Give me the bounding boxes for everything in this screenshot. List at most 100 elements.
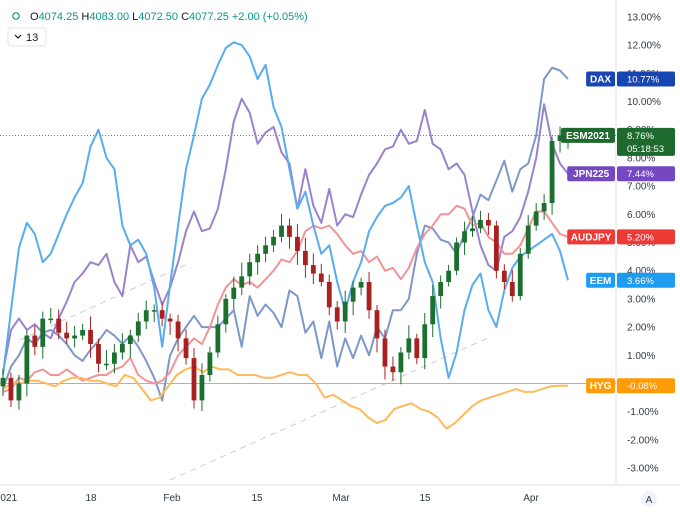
candle-body — [215, 324, 221, 353]
tag-esm2021[interactable]: ESM2021 8.76% 05:18:53 — [560, 127, 675, 156]
candles-group — [0, 126, 571, 412]
candle-body — [231, 287, 237, 299]
tag-name: AUDJPY — [571, 232, 612, 243]
ohlc-c-value: 4077.25 — [189, 11, 229, 23]
candle-body — [159, 310, 165, 319]
x-tick-label: 2021 — [0, 493, 18, 504]
tag-name: EEM — [590, 276, 612, 287]
tag-name: JPN225 — [573, 169, 610, 180]
x-tick-label: Feb — [163, 493, 181, 504]
candle-body — [151, 310, 157, 312]
candle-body — [191, 358, 197, 401]
candle-body — [318, 273, 324, 282]
status-dot-icon — [12, 12, 20, 20]
candle-body — [374, 310, 380, 339]
candle-body — [366, 281, 372, 311]
candle-body — [533, 211, 539, 226]
candle-body — [0, 377, 6, 387]
auto-scale-circle[interactable] — [641, 491, 657, 507]
tag-name-box — [586, 272, 615, 288]
candle-body — [486, 219, 491, 226]
candle-body — [72, 335, 78, 339]
x-tick-label: 15 — [251, 493, 263, 504]
candle-body — [438, 281, 444, 297]
candle-body — [446, 270, 452, 282]
candle-body — [279, 225, 284, 237]
y-tick-label: 8.00% — [627, 153, 655, 164]
tag-jpn225[interactable]: JPN225 7.44% — [567, 166, 675, 182]
candle-body — [493, 225, 499, 271]
candle-body — [478, 219, 483, 229]
candle-body — [112, 352, 117, 364]
candle-body — [525, 225, 531, 254]
tag-hyg[interactable]: HYG -0.08% — [586, 378, 675, 394]
y-tick-label: 12.00% — [627, 41, 661, 52]
x-tick-label: 18 — [85, 493, 97, 504]
candle-body — [422, 324, 428, 359]
ohlc-l-label: L — [129, 11, 138, 23]
candle-body — [239, 276, 245, 288]
candle-body — [334, 307, 340, 322]
y-tick-label: 10.00% — [627, 97, 661, 108]
y-tick-label: 3.00% — [627, 294, 655, 305]
candle-body — [470, 228, 475, 232]
y-tick-label: -3.00% — [627, 464, 659, 475]
tag-value: 7.44% — [627, 169, 654, 180]
y-tick-label: 2.00% — [627, 323, 655, 334]
candle-body — [382, 338, 388, 367]
x-tick-label: Mar — [332, 493, 350, 504]
tag-name: HYG — [590, 381, 612, 392]
candle-body — [271, 236, 276, 246]
candle-body — [342, 301, 348, 322]
y-tick-label: -2.00% — [627, 435, 659, 446]
auto-scale-button[interactable]: A — [641, 491, 657, 507]
tag-eem[interactable]: EEM 3.66% — [586, 272, 675, 288]
trend-line — [19, 262, 191, 341]
series-line-eem — [2, 41, 569, 379]
candle-body — [127, 335, 133, 345]
tag-value-box — [617, 71, 675, 87]
y-tick-label: 6.00% — [627, 210, 655, 221]
y-tick-label: 1.00% — [627, 351, 655, 362]
candle-body — [143, 310, 149, 322]
trend-lines — [19, 262, 491, 481]
indicators-toggle[interactable]: 13 — [7, 27, 47, 47]
series-line-hyg — [2, 365, 568, 430]
tag-name-box — [586, 378, 615, 394]
indicators-toggle-box[interactable] — [7, 27, 47, 47]
candle-body — [557, 135, 563, 141]
candle-body — [48, 318, 54, 321]
y-tick-label: 7.00% — [627, 182, 655, 193]
candle-body — [414, 338, 420, 359]
candle-body — [398, 352, 404, 373]
series-tags: DAX 10.77% ESM2021 8.76% 05:18:53 JPN225 7.44%… — [560, 71, 675, 394]
candle-body — [135, 321, 141, 336]
tag-value-box — [617, 166, 675, 182]
candle-body — [501, 270, 507, 282]
tag-name-box — [567, 229, 615, 245]
candle-body — [80, 329, 85, 336]
candle-body — [104, 363, 109, 366]
auto-scale-icon: A — [646, 495, 653, 506]
candle-body — [454, 242, 459, 271]
candle-body — [310, 265, 316, 274]
candle-body — [255, 253, 261, 263]
ohlc-values: O4074.25 H4083.00 L4072.50 C4077.25 +2.0… — [30, 11, 308, 23]
y-tick-label: -1.00% — [627, 407, 659, 418]
candle-body — [302, 250, 308, 266]
candle-body — [119, 344, 125, 353]
candle-body — [295, 236, 300, 251]
candle-body — [350, 287, 356, 302]
ohlc-legend: O4074.25 H4083.00 L4072.50 C4077.25 +2.0… — [12, 11, 308, 23]
tag-value-box — [617, 229, 675, 245]
tag-audjpy[interactable]: AUDJPY 5.20% — [567, 229, 675, 245]
candle-body — [88, 329, 93, 345]
candle-body — [517, 253, 523, 297]
x-tick-label: 15 — [419, 493, 431, 504]
candle-body — [326, 281, 332, 308]
tag-dax[interactable]: DAX 10.77% — [586, 71, 675, 87]
tag-value-box — [617, 378, 675, 394]
tag-countdown: 05:18:53 — [627, 144, 664, 155]
